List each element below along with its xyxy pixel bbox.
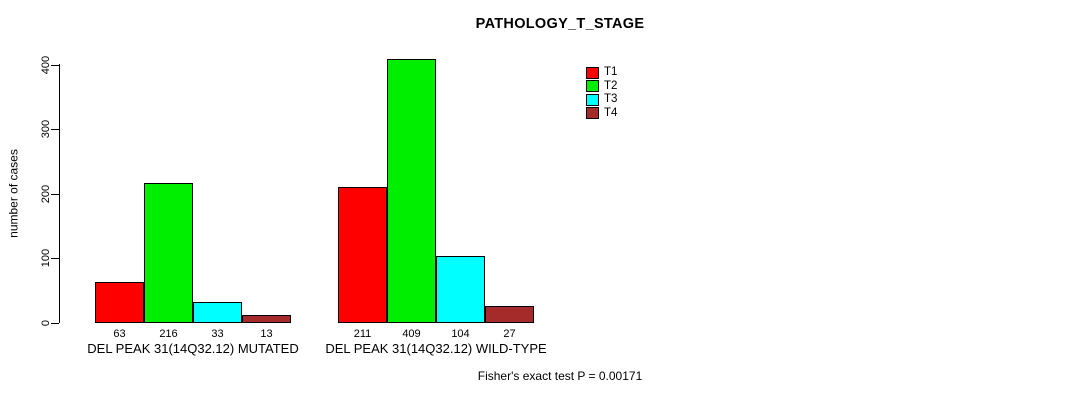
chart-title: PATHOLOGY_T_STAGE xyxy=(475,16,645,32)
bar-value-t1-group2: 211 xyxy=(353,328,372,340)
bar-value-t3-group2: 104 xyxy=(451,328,470,340)
bar-t4-group2 xyxy=(485,306,534,323)
legend-swatch-t4 xyxy=(586,107,599,120)
y-tick-400 xyxy=(51,65,59,66)
group-label-2: DEL PEAK 31(14Q32.12) WILD-TYPE xyxy=(325,341,547,356)
y-tick-200 xyxy=(51,194,59,195)
bar-t4-group1 xyxy=(242,315,291,323)
y-tick-label-100: 100 xyxy=(40,248,52,268)
y-axis-title: number of cases xyxy=(6,149,21,238)
y-tick-0 xyxy=(51,323,59,324)
legend-label-t2: T2 xyxy=(604,79,618,92)
footnote-fisher-test: Fisher's exact test P = 0.00171 xyxy=(477,369,643,383)
bar-t2-group1 xyxy=(144,183,193,323)
legend-swatch-t1 xyxy=(586,66,599,79)
y-tick-label-400: 400 xyxy=(40,55,52,75)
legend-label-t3: T3 xyxy=(604,93,618,106)
legend: T1 T2 T3 T4 xyxy=(586,66,617,120)
bar-value-t2-group2: 409 xyxy=(402,328,421,340)
legend-swatch-t2 xyxy=(586,80,599,93)
bar-t1-group1 xyxy=(95,282,144,323)
y-tick-300 xyxy=(51,129,59,130)
bar-value-t2-group1: 216 xyxy=(159,328,178,340)
y-tick-100 xyxy=(51,258,59,259)
legend-label-t4: T4 xyxy=(604,106,618,119)
group-label-1: DEL PEAK 31(14Q32.12) MUTATED xyxy=(87,341,299,356)
legend-row-t2: T2 xyxy=(586,80,617,94)
legend-row-t1: T1 xyxy=(586,66,617,80)
legend-swatch-t3 xyxy=(586,93,599,106)
y-tick-label-300: 300 xyxy=(40,119,52,139)
bar-t2-group2 xyxy=(387,59,436,323)
y-axis-line xyxy=(59,64,60,323)
bar-value-t4-group1: 13 xyxy=(260,328,273,340)
legend-row-t4: T4 xyxy=(586,107,617,121)
legend-label-t1: T1 xyxy=(604,66,618,79)
y-tick-label-0: 0 xyxy=(40,319,52,327)
bar-t3-group1 xyxy=(193,302,242,323)
bar-value-t3-group1: 33 xyxy=(211,328,224,340)
bar-t1-group2 xyxy=(338,187,387,323)
bar-value-t4-group2: 27 xyxy=(503,328,516,340)
y-tick-label-200: 200 xyxy=(40,184,52,204)
bar-value-t1-group1: 63 xyxy=(113,328,126,340)
bar-t3-group2 xyxy=(436,256,485,323)
legend-row-t3: T3 xyxy=(586,93,617,107)
